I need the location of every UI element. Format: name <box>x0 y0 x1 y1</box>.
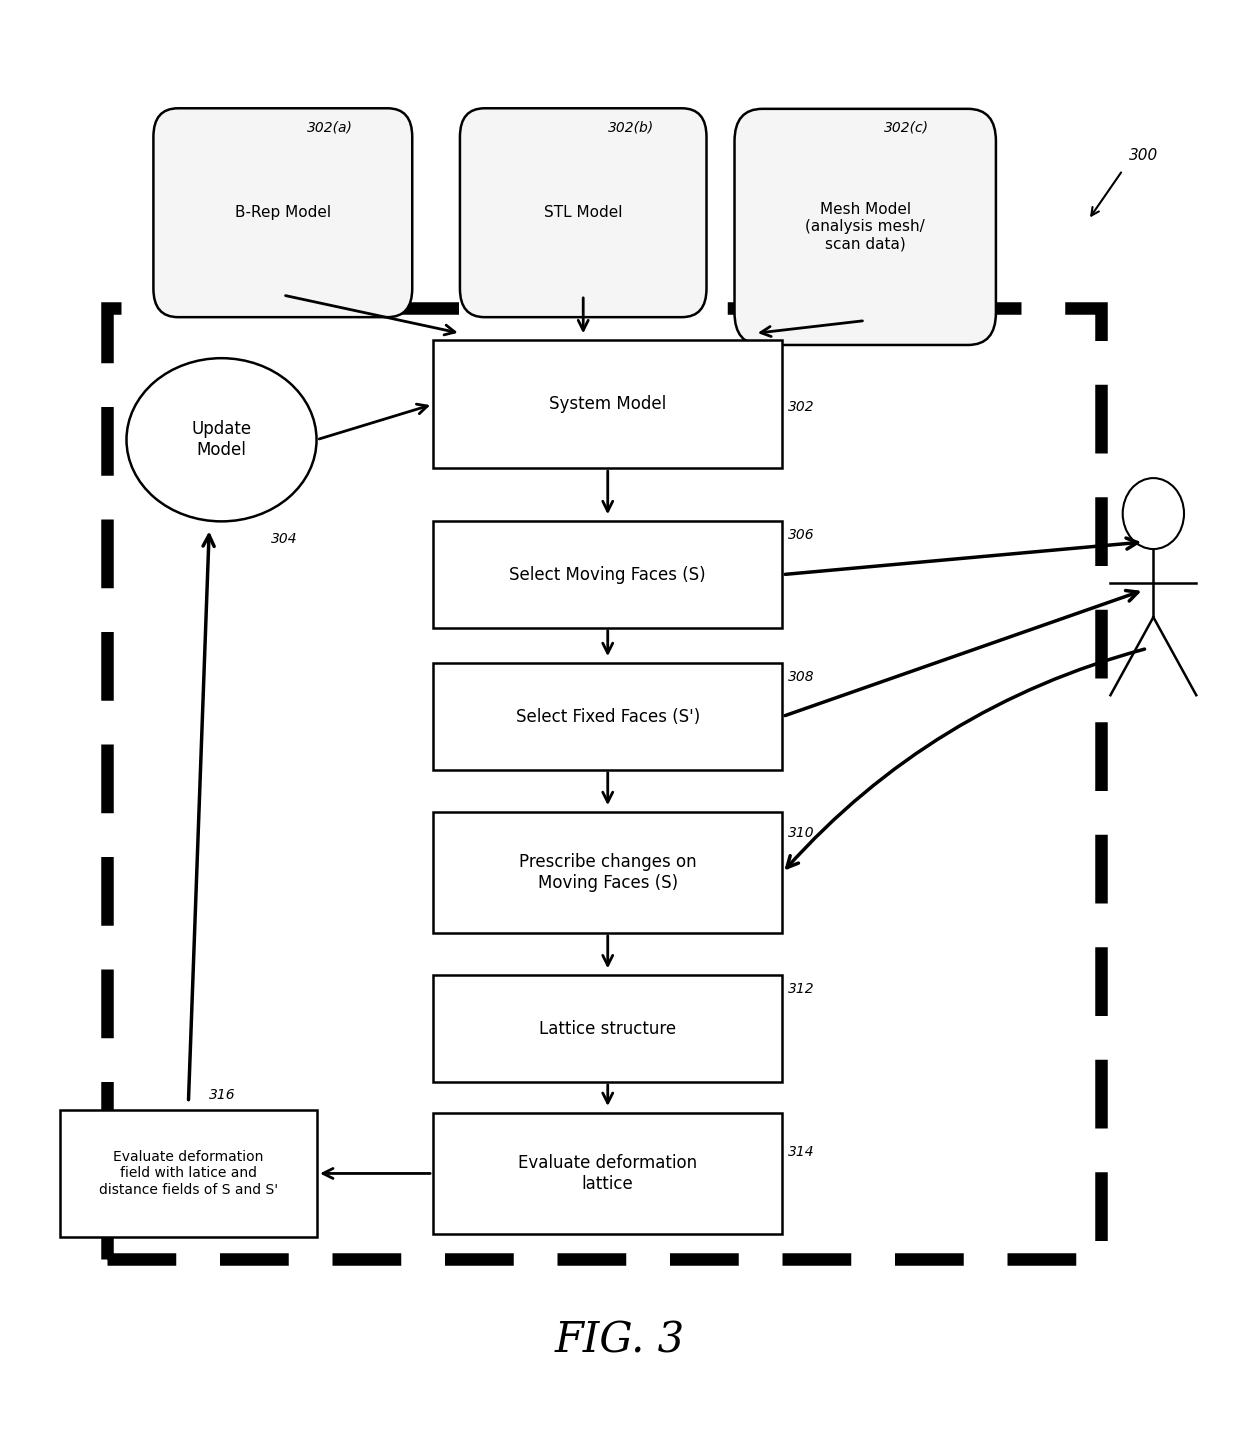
Text: FIG. 3: FIG. 3 <box>556 1320 684 1361</box>
Text: 302(c): 302(c) <box>884 120 929 135</box>
Text: System Model: System Model <box>549 396 666 413</box>
FancyBboxPatch shape <box>433 341 782 469</box>
Text: Select Moving Faces (S): Select Moving Faces (S) <box>510 566 706 583</box>
Text: 304: 304 <box>270 532 298 546</box>
FancyBboxPatch shape <box>433 522 782 628</box>
FancyBboxPatch shape <box>460 109 707 317</box>
Text: Update
Model: Update Model <box>191 420 252 459</box>
Text: Evaluate deformation
lattice: Evaluate deformation lattice <box>518 1154 697 1192</box>
FancyBboxPatch shape <box>734 109 996 345</box>
Text: B-Rep Model: B-Rep Model <box>234 205 331 221</box>
Text: 314: 314 <box>787 1145 815 1159</box>
Text: STL Model: STL Model <box>544 205 622 221</box>
Text: 310: 310 <box>787 825 815 840</box>
FancyBboxPatch shape <box>60 1109 317 1237</box>
FancyBboxPatch shape <box>433 663 782 770</box>
FancyBboxPatch shape <box>154 109 412 317</box>
Text: 316: 316 <box>210 1089 236 1102</box>
Text: 308: 308 <box>787 669 815 684</box>
Text: 300: 300 <box>1128 149 1158 163</box>
FancyBboxPatch shape <box>433 1113 782 1234</box>
Text: Mesh Model
(analysis mesh/
scan data): Mesh Model (analysis mesh/ scan data) <box>805 202 925 252</box>
Text: 306: 306 <box>787 527 815 542</box>
Text: Select Fixed Faces (S'): Select Fixed Faces (S') <box>516 708 699 725</box>
Text: 312: 312 <box>787 982 815 996</box>
Text: 302(b): 302(b) <box>608 120 653 135</box>
FancyBboxPatch shape <box>433 813 782 933</box>
FancyBboxPatch shape <box>433 976 782 1082</box>
Text: Lattice structure: Lattice structure <box>539 1020 676 1037</box>
Text: Evaluate deformation
field with latice and
distance fields of S and S': Evaluate deformation field with latice a… <box>99 1151 278 1197</box>
Text: 302: 302 <box>787 400 815 414</box>
Text: Prescribe changes on
Moving Faces (S): Prescribe changes on Moving Faces (S) <box>518 853 697 891</box>
Text: 302(a): 302(a) <box>308 120 353 135</box>
Ellipse shape <box>126 358 316 522</box>
